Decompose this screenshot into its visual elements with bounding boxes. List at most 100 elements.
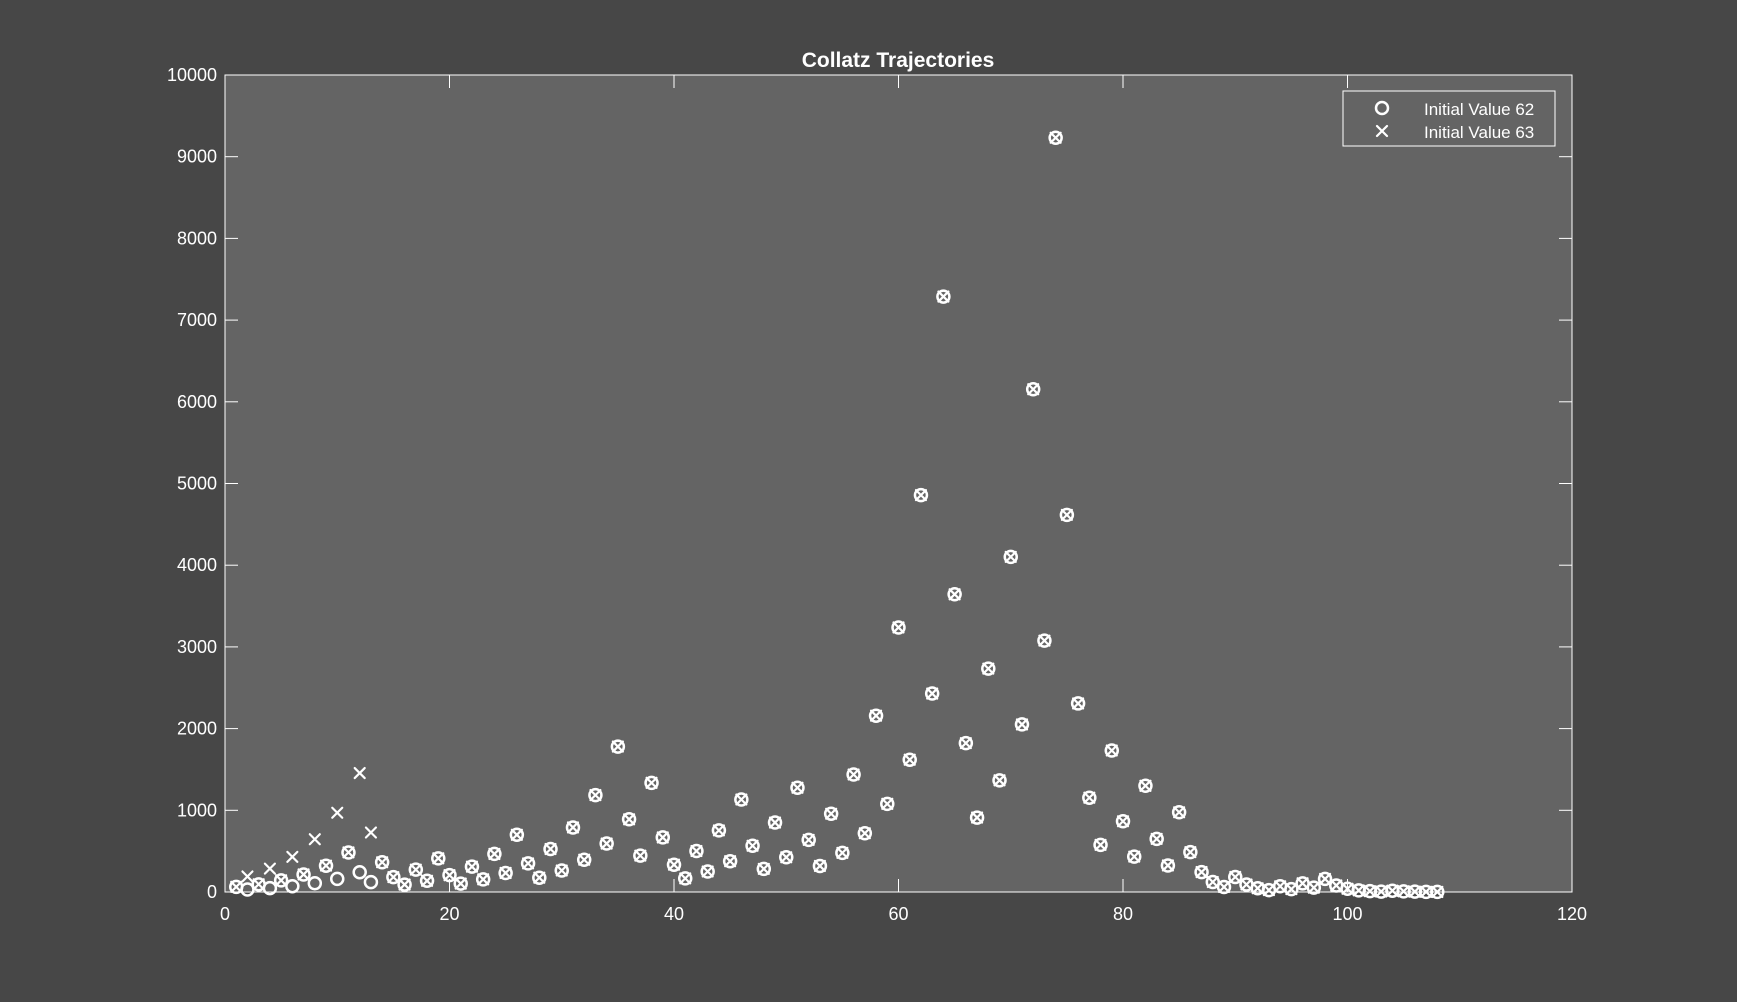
x-tick-label: 80 (1113, 904, 1133, 924)
data-point (846, 767, 861, 782)
data-point (533, 871, 546, 884)
data-point (578, 853, 591, 866)
data-point (1419, 885, 1433, 898)
data-point (297, 868, 310, 881)
data-point (812, 858, 828, 874)
data-point (1094, 838, 1107, 851)
data-point (273, 873, 289, 888)
y-tick-label: 0 (207, 882, 217, 902)
data-point (1375, 885, 1388, 898)
data-point (959, 737, 972, 750)
legend-circle-icon (1374, 100, 1390, 116)
x-axis-tick-labels: 0 20 40 60 80 100 120 (220, 904, 1587, 924)
data-point (970, 811, 984, 824)
data-point (1049, 131, 1062, 144)
data-point (813, 859, 827, 873)
data-point (420, 874, 434, 887)
data-point (353, 766, 366, 780)
data-point (903, 753, 916, 766)
data-point (296, 867, 311, 882)
data-point (1251, 882, 1264, 895)
data-point (408, 862, 424, 877)
data-point (1161, 859, 1174, 872)
data-point (1072, 697, 1085, 710)
data-point (679, 872, 692, 885)
data-point (1397, 885, 1410, 898)
series-2 (230, 131, 1444, 899)
data-point (1171, 805, 1187, 820)
data-point (835, 845, 850, 861)
data-point (948, 588, 961, 601)
data-point (825, 807, 838, 820)
data-point (443, 869, 456, 882)
data-point (745, 838, 760, 854)
data-point (1285, 883, 1298, 896)
data-point (734, 792, 749, 807)
data-point (352, 864, 367, 880)
data-point (1070, 696, 1086, 711)
data-point (868, 708, 884, 723)
data-point (1184, 846, 1197, 859)
data-point (600, 837, 613, 850)
data-point (634, 849, 647, 862)
data-point (780, 851, 793, 864)
data-point (779, 850, 794, 865)
data-point (1082, 790, 1097, 805)
data-point (1363, 885, 1377, 898)
y-tick-label: 2000 (177, 719, 217, 739)
data-point (947, 587, 962, 602)
data-point (1296, 877, 1309, 890)
data-point (1003, 549, 1018, 565)
data-point (891, 620, 906, 635)
data-point (342, 846, 355, 859)
data-point (319, 859, 333, 872)
data-point (1206, 875, 1219, 889)
data-point (1105, 744, 1118, 757)
data-point (1014, 717, 1030, 732)
data-point (307, 876, 323, 891)
data-point (1183, 844, 1198, 860)
data-point (892, 621, 905, 634)
data-point (532, 870, 547, 885)
data-point (735, 793, 748, 806)
data-point (543, 841, 558, 857)
data-point (1128, 850, 1141, 863)
data-point (588, 787, 603, 803)
data-point (790, 780, 805, 796)
data-point (576, 852, 592, 867)
data-point (555, 864, 568, 877)
data-point (969, 810, 985, 825)
chart-title: Collatz Trajectories (802, 49, 995, 72)
data-point (487, 846, 502, 862)
legend[interactable]: Initial Value 62 Initial Value 63 (1342, 90, 1556, 147)
data-point (836, 846, 849, 859)
data-point (1059, 507, 1075, 523)
data-point (510, 828, 523, 841)
x-tick-label: 20 (439, 904, 459, 924)
data-point (374, 855, 390, 870)
data-point (981, 661, 996, 676)
axis-ticks (224, 74, 1573, 893)
data-point (689, 843, 704, 859)
data-point (509, 827, 525, 843)
data-point (1240, 878, 1253, 891)
data-point (230, 880, 243, 893)
data-point (1160, 858, 1176, 873)
data-point (712, 824, 725, 837)
data-point (386, 869, 401, 885)
data-point (442, 867, 457, 883)
data-point (1038, 634, 1051, 647)
data-point (397, 877, 412, 892)
data-point (454, 877, 467, 890)
data-point (263, 862, 276, 875)
data-point (857, 826, 873, 841)
data-point (330, 871, 345, 887)
data-point (1430, 884, 1445, 900)
data-point (982, 662, 995, 675)
data-point (722, 853, 738, 869)
data-point (1126, 849, 1142, 864)
data-point (308, 833, 321, 846)
data-point (791, 781, 804, 794)
data-point (453, 876, 468, 891)
